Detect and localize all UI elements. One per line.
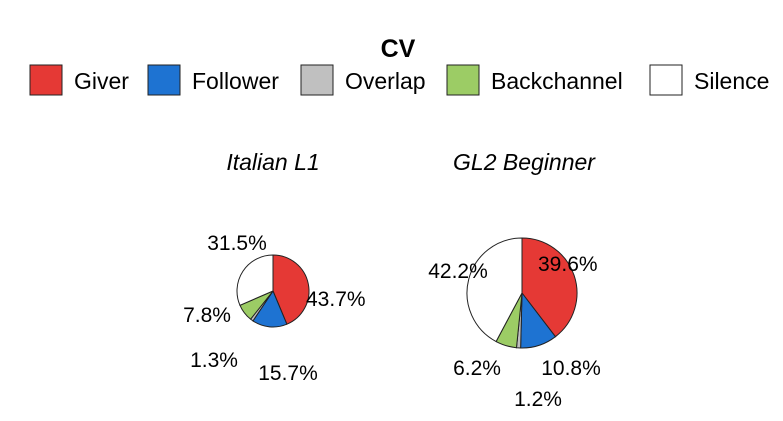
pie-label-italian-l1-giver: 43.7% xyxy=(306,288,366,311)
pie-label-gl2-beginner-follower: 10.8% xyxy=(541,357,601,380)
pie-label-italian-l1-backchannel: 7.8% xyxy=(183,304,231,327)
legend-swatch-giver xyxy=(29,64,63,96)
pie-label-italian-l1-overlap: 1.3% xyxy=(190,349,238,372)
pie-title-gl2-beginner: GL2 Beginner xyxy=(453,149,596,175)
legend-swatch-silence xyxy=(649,64,683,96)
legend-swatch-follower xyxy=(147,64,181,96)
legend-label-silence: Silence xyxy=(694,68,769,94)
legend-swatch-backchannel xyxy=(446,64,480,96)
chart-title: CV xyxy=(381,35,416,63)
pie-slice-italian-l1-silence xyxy=(236,254,274,306)
pie-facets: Italian L1 43.7% 15.7% 1.3% 7.8% 31.5% GL2 Beg… xyxy=(183,149,601,411)
pie-label-italian-l1-silence: 31.5% xyxy=(207,232,267,255)
pie-label-gl2-beginner-overlap: 1.2% xyxy=(514,388,562,411)
pie-label-italian-l1-follower: 15.7% xyxy=(258,362,318,385)
legend-swatch-overlap xyxy=(300,64,334,96)
legend: Giver Follower Overlap Backchannel Silence xyxy=(29,64,769,96)
pie-slice-italian-l1-giver xyxy=(272,254,310,325)
pie-label-gl2-beginner-backchannel: 6.2% xyxy=(453,357,501,380)
legend-label-follower: Follower xyxy=(192,68,279,94)
legend-label-giver: Giver xyxy=(74,68,129,94)
pie-slice-gl2-beginner-giver xyxy=(521,237,578,338)
legend-label-backchannel: Backchannel xyxy=(491,68,623,94)
legend-label-overlap: Overlap xyxy=(345,68,426,94)
pie-slice-gl2-beginner-silence xyxy=(466,237,523,343)
pie-title-italian-l1: Italian L1 xyxy=(226,149,319,175)
pie-label-gl2-beginner-giver: 39.6% xyxy=(538,253,598,276)
pie-label-gl2-beginner-silence: 42.2% xyxy=(428,260,488,283)
